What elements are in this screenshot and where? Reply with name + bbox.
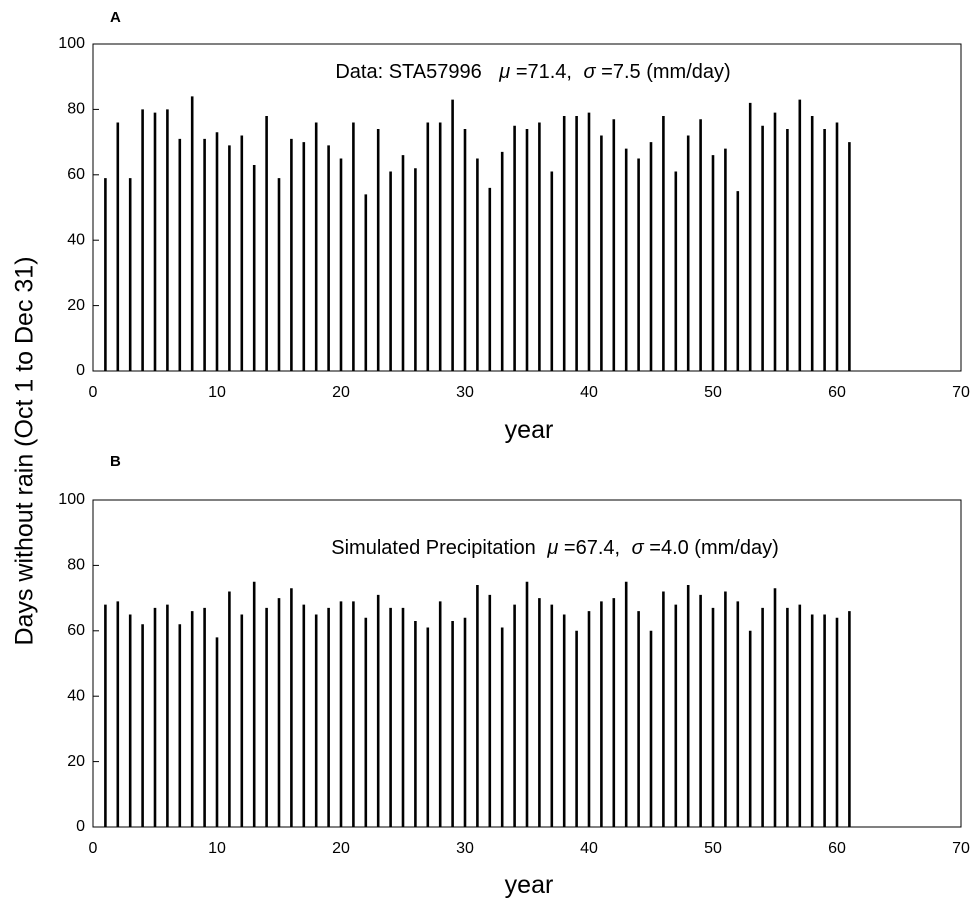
panel-b-annotation: Simulated Precipitation μ =67.4, σ =4.0 … bbox=[331, 537, 779, 559]
panel-a-x-tick-label: 20 bbox=[332, 384, 350, 401]
panel-a-x-tick-label: 60 bbox=[828, 384, 846, 401]
panel-b-x-tick-label: 10 bbox=[208, 840, 226, 857]
panel-a-x-tick-label: 30 bbox=[456, 384, 474, 401]
panel-b-x-tick-label: 0 bbox=[89, 840, 98, 857]
panel-a-x-tick-label: 40 bbox=[580, 384, 598, 401]
panel-a-label: A bbox=[110, 9, 121, 26]
panel-a-y-tick-label: 100 bbox=[58, 35, 85, 52]
panel-b-x-tick-label: 60 bbox=[828, 840, 846, 857]
panel-b-annotation-prefix: Simulated Precipitation bbox=[331, 537, 536, 559]
panel-a-y-tick-label: 60 bbox=[67, 166, 85, 183]
panel-b-grid-ticks: 0 10 20 30 40 50 60 70 0 20 40 60 80 100 bbox=[58, 491, 970, 857]
panel-b-x-tick-label: 40 bbox=[580, 840, 598, 857]
panel-b-mu-symbol: μ bbox=[546, 537, 558, 559]
panel-a-annotation-prefix: Data: STA57996 bbox=[335, 61, 481, 83]
panel-a-bars bbox=[104, 96, 851, 371]
panel-b-x-tick-label: 30 bbox=[456, 840, 474, 857]
panel-b-sigma-symbol: σ bbox=[632, 537, 645, 559]
panel-b-y-tick-label: 0 bbox=[76, 818, 85, 835]
panel-a-sigma-symbol: σ bbox=[584, 61, 597, 83]
panel-a: A 0 10 20 30 40 50 60 70 0 20 40 60 80 100 Data: STA5… bbox=[58, 9, 970, 444]
panel-b-y-tick-label: 80 bbox=[67, 557, 85, 574]
panel-a-x-tick-label: 10 bbox=[208, 384, 226, 401]
panel-b-y-tick-label: 20 bbox=[67, 753, 85, 770]
panel-b: B 0 10 20 30 40 50 60 70 0 20 40 60 80 100 Simulated … bbox=[58, 453, 970, 899]
panel-b-sigma-value: =4.0 (mm/day) bbox=[649, 537, 778, 559]
panel-a-annotation: Data: STA57996 μ =71.4, σ =7.5 (mm/day) bbox=[335, 61, 730, 83]
panel-a-y-tick-label: 20 bbox=[67, 297, 85, 314]
panel-b-bars bbox=[104, 581, 851, 827]
panel-a-y-tick-label: 80 bbox=[67, 101, 85, 118]
panel-a-y-tick-label: 0 bbox=[76, 362, 85, 379]
panel-b-mu-value: =67.4, bbox=[564, 537, 620, 559]
panel-b-x-axis-label: year bbox=[505, 871, 554, 899]
panel-b-y-tick-label: 40 bbox=[67, 687, 85, 704]
panel-a-sigma-value: =7.5 (mm/day) bbox=[601, 61, 730, 83]
panel-a-x-axis-label: year bbox=[505, 416, 554, 444]
panel-b-y-tick-label: 100 bbox=[58, 491, 85, 508]
y-axis-label: Days without rain (Oct 1 to Dec 31) bbox=[11, 256, 39, 645]
panel-b-x-tick-label: 50 bbox=[704, 840, 722, 857]
panel-b-label: B bbox=[110, 453, 121, 470]
panel-a-x-tick-label: 70 bbox=[952, 384, 970, 401]
panel-a-x-tick-label: 0 bbox=[89, 384, 98, 401]
panel-a-y-tick-label: 40 bbox=[67, 231, 85, 248]
panel-b-x-tick-label: 70 bbox=[952, 840, 970, 857]
panel-a-grid-ticks: 0 10 20 30 40 50 60 70 0 20 40 60 80 100 bbox=[58, 35, 970, 401]
panel-a-x-tick-label: 50 bbox=[704, 384, 722, 401]
panel-b-y-tick-label: 60 bbox=[67, 622, 85, 639]
panel-a-mu-symbol: μ bbox=[498, 61, 510, 83]
panel-a-mu-value: =71.4, bbox=[516, 61, 572, 83]
panel-b-x-tick-label: 20 bbox=[332, 840, 350, 857]
